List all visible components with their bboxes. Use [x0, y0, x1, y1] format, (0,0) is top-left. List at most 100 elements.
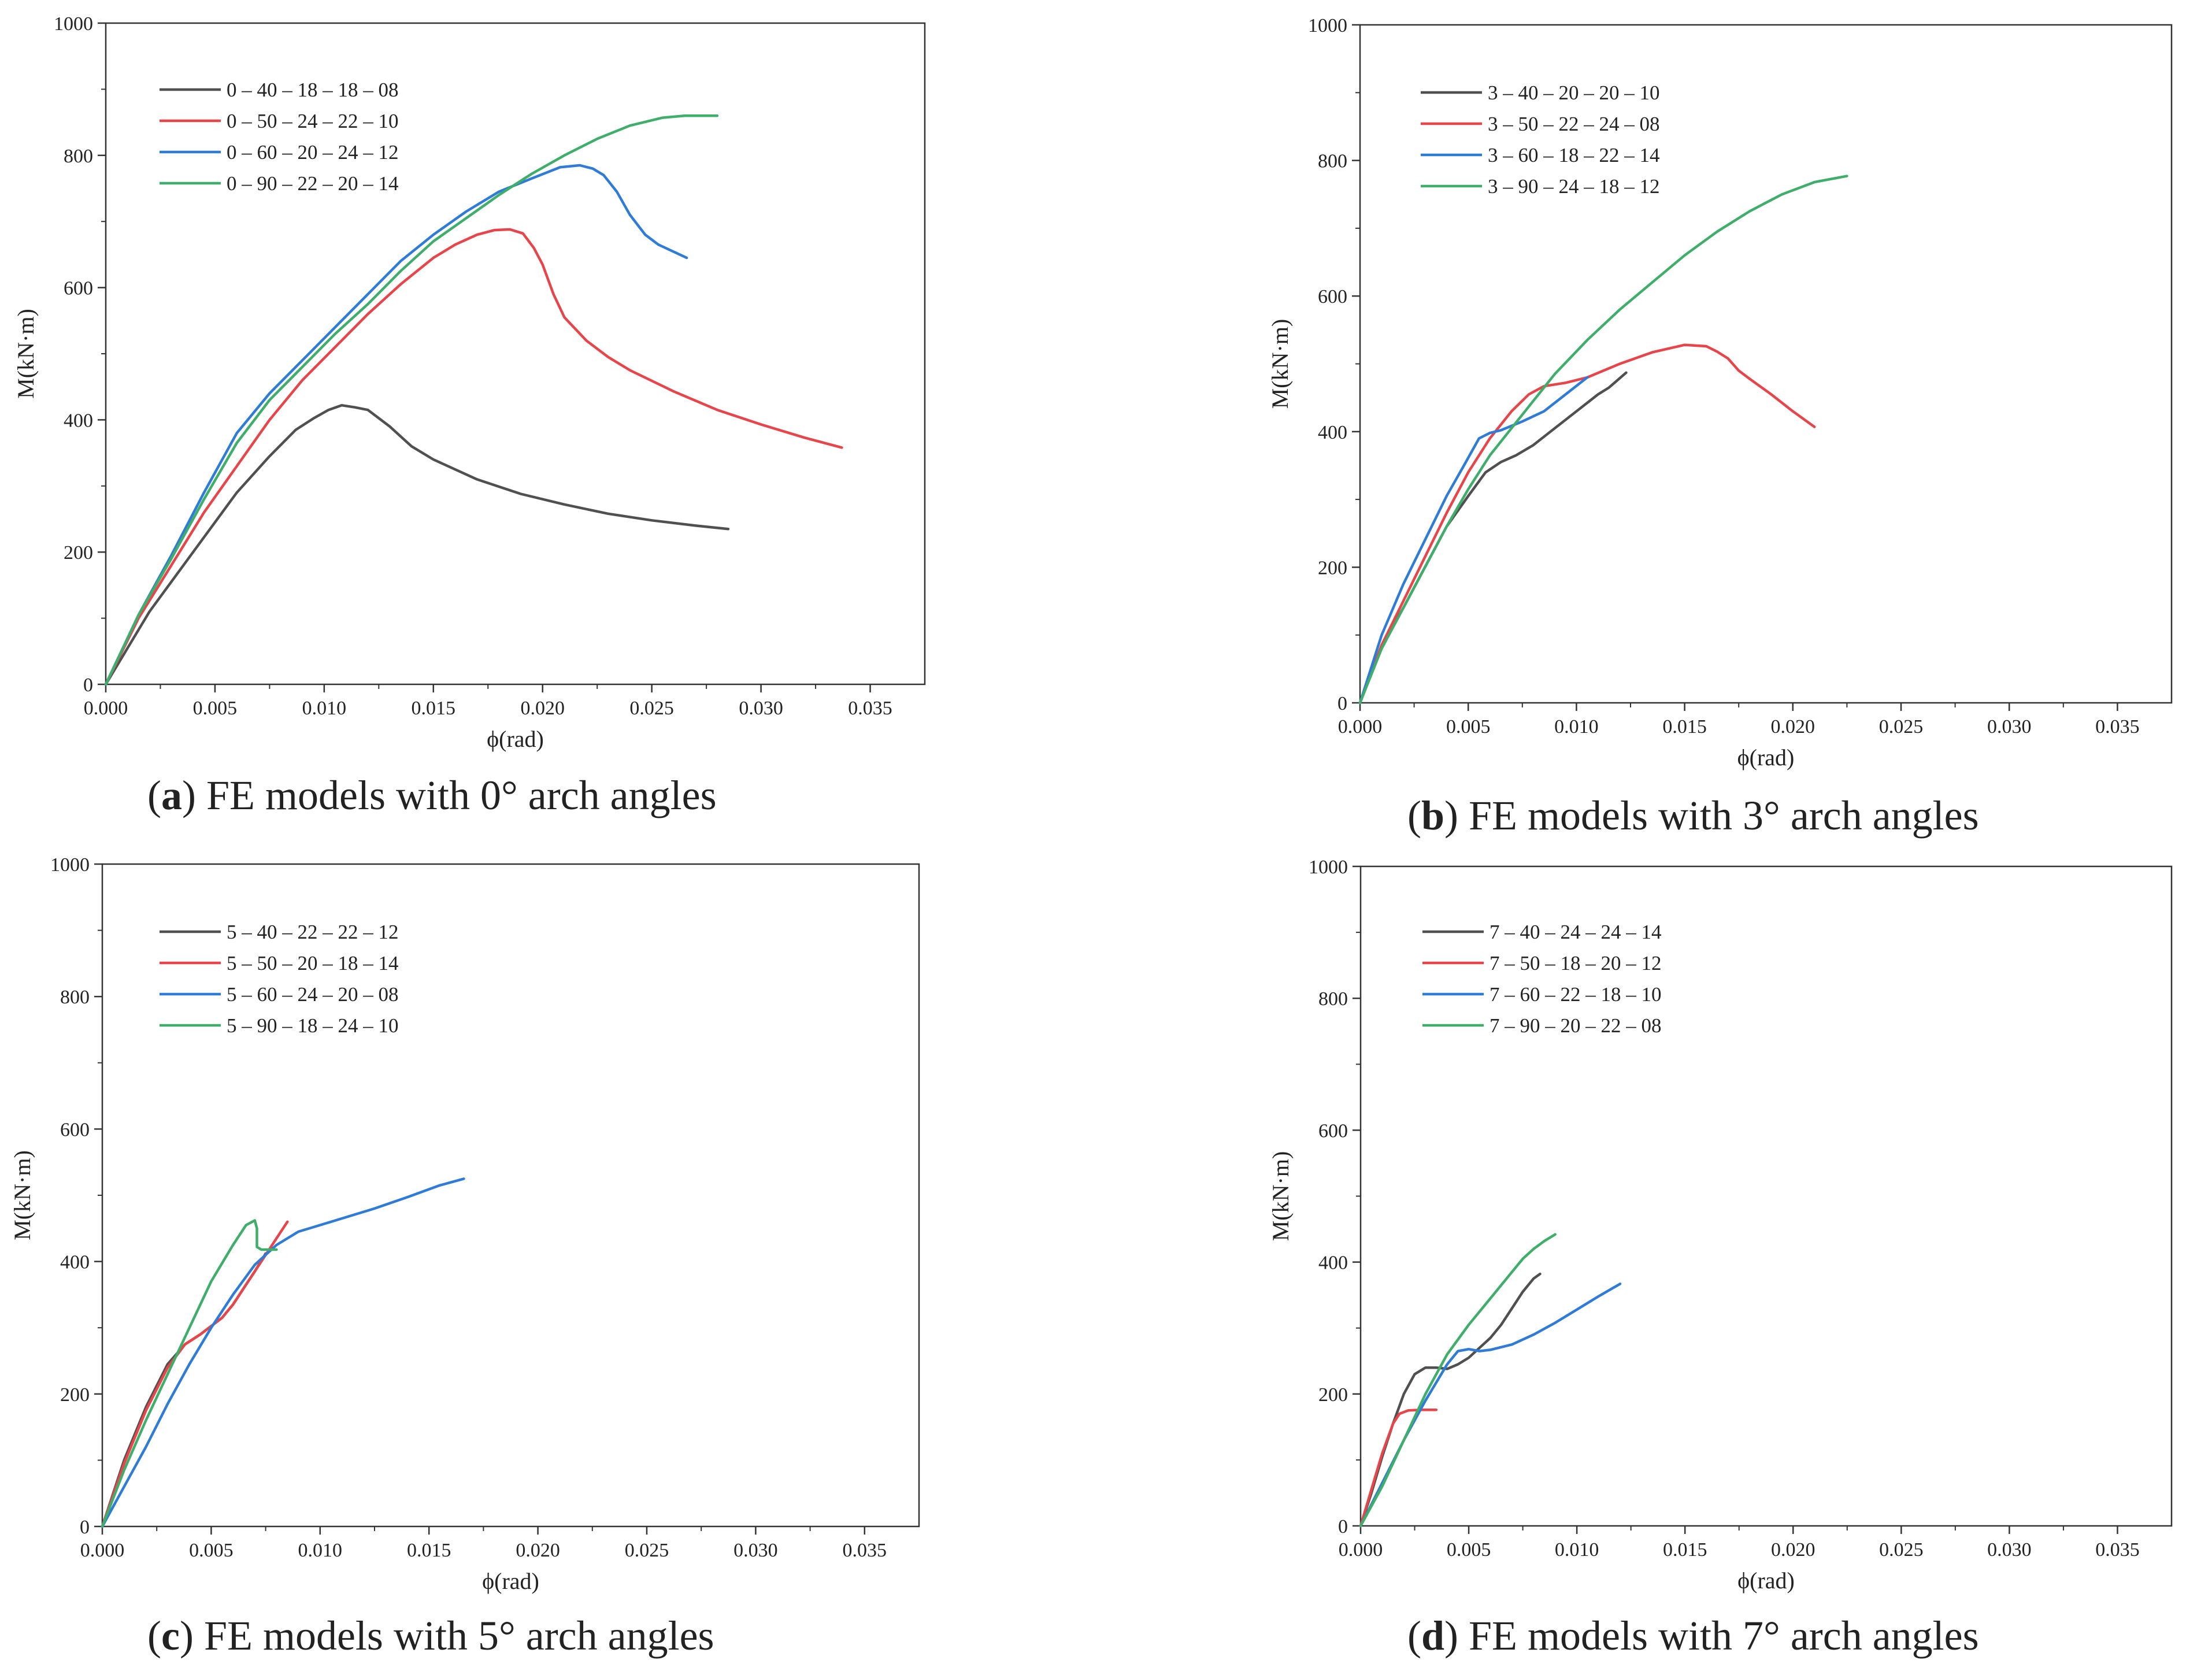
y-tick-label: 1000 — [1308, 15, 1347, 36]
x-tick-label: 0.020 — [520, 698, 565, 719]
series-line-1 — [1359, 1272, 1542, 1528]
x-tick-label: 0.025 — [1879, 716, 1924, 738]
legend-label-2: 0 – 50 – 24 – 22 – 10 — [227, 110, 399, 132]
x-axis-label: ϕ(rad) — [1737, 1567, 1795, 1594]
x-tick-label: 0.005 — [189, 1540, 234, 1561]
x-axis-label: ϕ(rad) — [487, 726, 544, 752]
x-tick-label: 0.020 — [1771, 716, 1815, 738]
x-tick-label: 0.010 — [302, 698, 347, 719]
x-tick-label: 0.025 — [1879, 1539, 1924, 1561]
x-tick-label: 0.015 — [412, 698, 456, 719]
caption-b-letter: b — [1421, 792, 1445, 839]
chart-a: 0.000 0.005 0.010 0.015 0.020 0.025 0.030 0.035… — [13, 13, 926, 752]
chart-panel-c: 0.000 0.005 0.010 0.015 0.020 0.025 0.030 0.035… — [0, 837, 1106, 1675]
series-line-2 — [104, 228, 843, 686]
series-line-4 — [104, 114, 719, 686]
x-tick-label: 0.010 — [298, 1540, 343, 1561]
series-line-2 — [1359, 1408, 1438, 1528]
y-tick-label: 400 — [64, 410, 93, 431]
caption-d-text: FE models with 7° arch angles — [1469, 1613, 1979, 1659]
chart-c: 0.000 0.005 0.010 0.015 0.020 0.025 0.030 0.035… — [9, 854, 920, 1594]
x-tick-label: 0.035 — [843, 1540, 887, 1561]
y-tick-label: 1000 — [54, 13, 93, 35]
legend-label-4: 7 – 90 – 20 – 22 – 08 — [1490, 1014, 1662, 1037]
x-tick-label: 0.015 — [407, 1540, 451, 1561]
y-tick-label: 200 — [1318, 1384, 1348, 1406]
y-axis-label: M(kN·m) — [1268, 1151, 1294, 1242]
x-tick-label: 0.030 — [1987, 1539, 2032, 1561]
caption-a-text: FE models with 0° arch angles — [206, 772, 717, 818]
y-tick-label: 800 — [1318, 151, 1347, 172]
x-tick-label: 0.030 — [733, 1540, 778, 1561]
legend-label-1: 3 – 40 – 20 – 20 – 10 — [1488, 81, 1660, 104]
y-tick-label: 1000 — [1309, 857, 1348, 878]
caption-c-text: FE models with 5° arch angles — [203, 1613, 714, 1659]
x-tick-label: 0.000 — [84, 698, 128, 719]
x-tick-label: 0.015 — [1663, 1539, 1707, 1561]
x-tick-label: 0.035 — [2095, 1539, 2140, 1561]
x-tick-label: 0.005 — [1446, 716, 1491, 738]
x-tick-label: 0.010 — [1554, 716, 1599, 738]
x-tick-label: 0.000 — [80, 1540, 125, 1561]
x-tick-label: 0.020 — [516, 1540, 560, 1561]
y-tick-label: 0 — [1338, 1516, 1348, 1537]
plot-frame — [101, 863, 920, 1528]
legend-label-4: 3 – 90 – 24 – 18 – 12 — [1488, 175, 1660, 198]
y-tick-label: 600 — [1318, 286, 1347, 307]
y-tick-label: 0 — [83, 675, 93, 696]
x-tick-label: 0.025 — [625, 1540, 669, 1561]
series-line-4 — [101, 1219, 278, 1528]
series-line-2 — [1358, 343, 1816, 705]
y-axis-label: M(kN·m) — [1267, 319, 1293, 409]
caption-b-text: FE models with 3° arch angles — [1469, 792, 1979, 839]
y-tick-label: 600 — [60, 1119, 90, 1140]
legend-label-2: 7 – 50 – 18 – 20 – 12 — [1490, 952, 1662, 974]
chart-panel-b: 0.000 0.005 0.010 0.015 0.020 0.025 0.030 0.035… — [1106, 0, 2212, 839]
plot-frame — [1359, 865, 2173, 1527]
legend-label-4: 0 – 90 – 22 – 20 – 14 — [227, 172, 399, 195]
series-line-3 — [104, 164, 688, 686]
chart-panel-a: 0.000 0.005 0.010 0.015 0.020 0.025 0.030 0.035… — [0, 0, 1106, 837]
caption-a: (a) FE models with 0° arch angles — [147, 772, 717, 818]
legend-label-1: 0 – 40 – 18 – 18 – 08 — [227, 79, 399, 101]
caption-c: (c) FE models with 5° arch angles — [147, 1613, 714, 1659]
y-tick-label: 800 — [64, 146, 93, 167]
legend-label-1: 5 – 40 – 22 – 22 – 12 — [227, 921, 399, 943]
x-tick-label: 0.035 — [2095, 716, 2140, 738]
y-tick-label: 600 — [1318, 1120, 1348, 1142]
series-line-1 — [104, 403, 730, 686]
caption-c-letter: c — [161, 1613, 180, 1659]
x-axis-label: ϕ(rad) — [482, 1568, 539, 1594]
caption-a-letter: a — [161, 772, 182, 818]
y-tick-label: 0 — [1337, 693, 1347, 714]
legend-label-3: 7 – 60 – 22 – 18 – 10 — [1490, 983, 1662, 1006]
y-tick-label: 400 — [60, 1252, 90, 1273]
x-tick-label: 0.030 — [739, 698, 783, 719]
legend-label-3: 5 – 60 – 24 – 20 – 08 — [227, 983, 399, 1006]
series-line-4 — [1359, 1233, 1557, 1528]
legend-label-3: 3 – 60 – 18 – 22 – 14 — [1488, 144, 1660, 166]
series-line-3 — [1358, 376, 1589, 705]
y-tick-label: 0 — [80, 1517, 90, 1538]
series-line-2 — [101, 1220, 289, 1528]
x-tick-label: 0.025 — [629, 698, 674, 719]
chart-panel-d: 0.000 0.005 0.010 0.015 0.020 0.025 0.030 0.035… — [1106, 837, 2212, 1675]
caption-b: (b) FE models with 3° arch angles — [1407, 792, 1979, 839]
x-tick-label: 0.005 — [193, 698, 238, 719]
legend-label-4: 5 – 90 – 18 – 24 – 10 — [227, 1014, 399, 1037]
series-line-1 — [1358, 371, 1628, 705]
x-tick-label: 0.030 — [1987, 716, 2032, 738]
x-tick-label: 0.035 — [848, 698, 892, 719]
caption-d: (d) FE models with 7° arch angles — [1407, 1613, 1979, 1659]
legend-label-2: 3 – 50 – 22 – 24 – 08 — [1488, 113, 1660, 135]
x-tick-label: 0.005 — [1447, 1539, 1491, 1561]
y-tick-label: 200 — [1318, 557, 1347, 579]
x-tick-label: 0.015 — [1662, 716, 1707, 738]
x-tick-label: 0.010 — [1555, 1539, 1599, 1561]
chart-d: 0.000 0.005 0.010 0.015 0.020 0.025 0.030 0.035… — [1268, 857, 2173, 1594]
chart-b: 0.000 0.005 0.010 0.015 0.020 0.025 0.030 0.035… — [1267, 15, 2173, 770]
legend-label-2: 5 – 50 – 20 – 18 – 14 — [227, 952, 399, 974]
y-tick-label: 1000 — [50, 854, 90, 876]
plot-frame — [1359, 24, 2173, 704]
y-tick-label: 600 — [64, 278, 93, 299]
